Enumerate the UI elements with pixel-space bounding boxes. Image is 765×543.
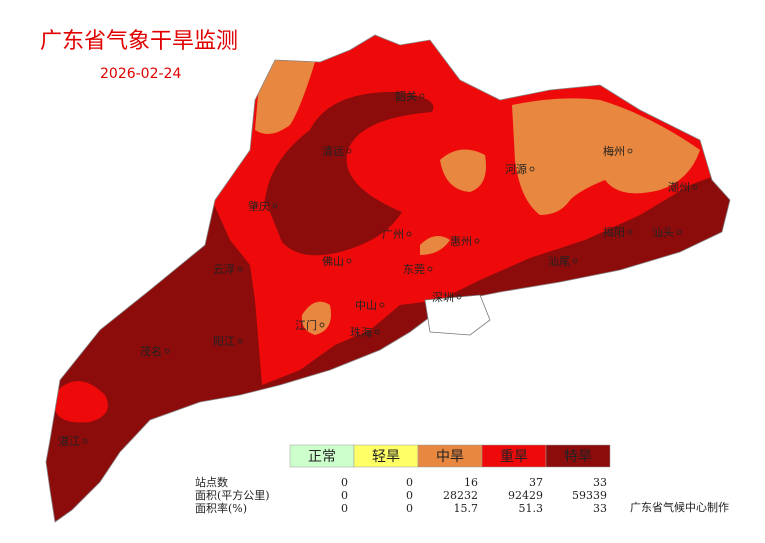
legend-label: 正常 (308, 449, 336, 465)
legend-label: 轻旱 (372, 449, 400, 465)
city-dot (237, 266, 243, 272)
cell: 0 (406, 476, 413, 489)
legend-label: 重旱 (500, 449, 528, 465)
city-dot (319, 322, 325, 328)
city-label: 惠州 (450, 234, 472, 248)
city-dot (346, 148, 352, 154)
cell: 51.3 (519, 502, 544, 515)
city-label: 揭阳 (603, 225, 625, 239)
city-dot (676, 229, 682, 235)
row-label: 站点数 (195, 475, 228, 489)
city-dot (406, 231, 412, 237)
moderate-area (420, 236, 450, 255)
extreme-area (265, 91, 434, 256)
row-label: 面积率(%) (195, 501, 247, 515)
city-label: 中山 (355, 299, 377, 312)
city-label: 珠海 (350, 325, 372, 339)
severe-area (55, 381, 108, 423)
city-label: 佛山 (322, 255, 344, 268)
city-label: 清远 (322, 145, 344, 158)
cell: 33 (593, 502, 607, 515)
city-dot (627, 148, 633, 154)
cell: 28232 (443, 489, 478, 502)
moderate-area (255, 60, 315, 134)
city-dot (374, 329, 380, 335)
credit: 广东省气候中心制作 (630, 500, 729, 514)
city-label: 茂名 (140, 344, 162, 358)
city-label: 广州 (382, 228, 404, 241)
city-dot (346, 258, 352, 264)
city-label: 东莞 (403, 263, 425, 276)
city-dot (237, 338, 243, 344)
city-label: 河源 (505, 162, 527, 176)
cell: 0 (406, 502, 413, 515)
city-label: 汕头 (652, 226, 674, 239)
city-label: 湛江 (58, 435, 80, 448)
city-dot (164, 348, 170, 354)
city-label: 韶关 (395, 89, 417, 103)
city-dot (419, 93, 425, 99)
legend-swatch (545, 444, 611, 468)
city-label: 深圳 (432, 291, 454, 304)
city-dot (692, 184, 698, 190)
city-dot (529, 166, 535, 172)
moderate-area (440, 149, 486, 192)
cell: 37 (529, 476, 543, 489)
legend-label: 特旱 (564, 449, 592, 465)
city-label: 潮州 (668, 180, 690, 194)
city-dot (627, 229, 633, 235)
city-label: 云浮 (213, 263, 235, 276)
cell: 0 (341, 476, 348, 489)
city-dot (474, 238, 480, 244)
hong-kong (424, 294, 491, 336)
cell: 92429 (508, 489, 543, 502)
city-dot (572, 258, 578, 264)
city-label: 阳江 (213, 335, 235, 348)
cell: 16 (464, 476, 478, 489)
cell: 59339 (572, 489, 607, 502)
city-label: 汕尾 (548, 255, 570, 268)
cell: 33 (593, 476, 607, 489)
city-label: 肇庆 (248, 199, 270, 213)
cell: 0 (406, 489, 413, 502)
cell: 0 (341, 502, 348, 515)
city-label: 梅州 (603, 144, 625, 158)
title: 广东省气象干旱监测 (40, 29, 238, 54)
city-dot (272, 203, 278, 209)
city-dot (427, 266, 433, 272)
moderate-area (512, 98, 700, 215)
cell: 15.7 (454, 502, 479, 515)
cell: 0 (341, 489, 348, 502)
city-dot (82, 438, 88, 444)
legend-label: 中旱 (436, 449, 464, 465)
city-label: 江门 (295, 318, 317, 332)
city-dot (456, 294, 462, 300)
row-label: 面积(平方公里) (195, 488, 270, 502)
city-dot (379, 302, 385, 308)
date: 2026-02-24 (100, 66, 181, 82)
